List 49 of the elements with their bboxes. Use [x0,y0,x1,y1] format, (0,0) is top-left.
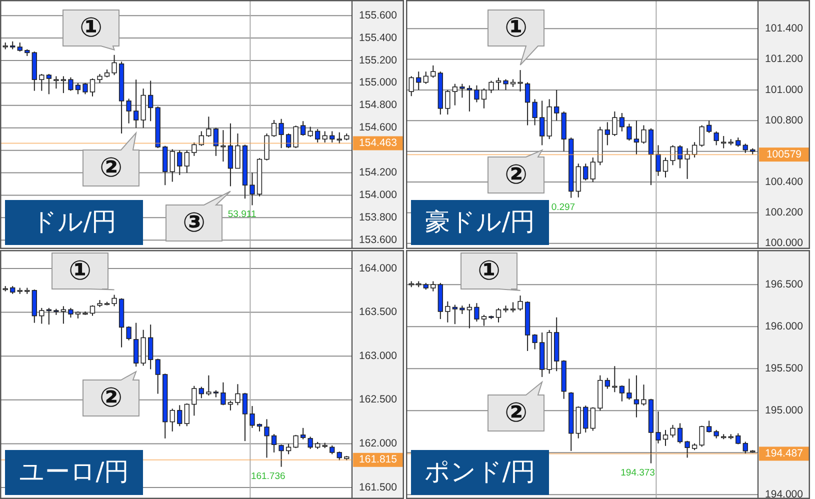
y-tick-label: 101.000 [765,84,804,96]
annotation: ① [504,12,528,44]
y-tick-label: 155.600 [359,9,398,22]
annotation: 194.373 [620,467,655,478]
ref-line-label: 100579 [766,148,802,160]
annotation: ① [478,255,500,286]
ref-line-label: 161.815 [359,454,398,466]
y-tick-label: 154.000 [359,189,398,202]
y-tick-label: 100.000 [765,237,804,250]
annotation: ② [100,152,122,184]
y-tick-label: 154.600 [359,122,398,134]
annotation: ② [504,159,528,190]
annotation: 53.911 [228,209,256,220]
text: 豪ドル/円 [424,206,536,236]
y-tick-label: 155.400 [359,32,398,44]
text: ユーロ/円 [18,456,130,486]
y-tick-label: 162.000 [359,437,398,450]
y-tick-label: 100.400 [765,176,804,188]
y-tick-label: 155.000 [359,76,398,89]
annotation: ③ [182,207,206,238]
y-tick-label: 195.500 [765,362,804,374]
y-tick-label: 163.500 [359,306,398,318]
annotation: ② [100,382,122,414]
y-tick-label: 154.800 [359,99,398,112]
y-tick-label: 101.200 [765,53,804,66]
y-tick-label: 100.200 [765,206,804,218]
y-tick-label: 101.400 [765,22,804,34]
y-tick-label: 196.500 [765,278,804,290]
y-tick-label: 161.500 [359,481,398,494]
y-tick-label: 163.000 [359,350,398,362]
y-tick-label: 194.000 [765,488,804,499]
y-tick-label: 155.200 [359,54,398,66]
y-tick-label: 153.600 [359,234,398,246]
y-tick-label: 153.800 [359,211,398,224]
annotation: 0.297 [551,202,576,213]
y-tick-label: 162.500 [359,394,398,406]
annotation: ① [68,255,92,286]
y-tick-label: 164.000 [359,262,398,274]
ref-line-label: 194.487 [765,448,804,460]
y-tick-label: 154.200 [359,166,398,179]
y-tick-label: 195.000 [765,404,804,416]
annotation: 161.736 [250,470,286,482]
y-tick-label: 196.000 [765,320,804,332]
ref-line-label: 154.463 [359,137,398,150]
y-tick-label: 100.800 [765,114,804,126]
annotation: ② [504,397,528,428]
text: ドル/円 [31,206,117,236]
annotation: ① [80,12,102,44]
text: ポンド/円 [424,456,536,486]
